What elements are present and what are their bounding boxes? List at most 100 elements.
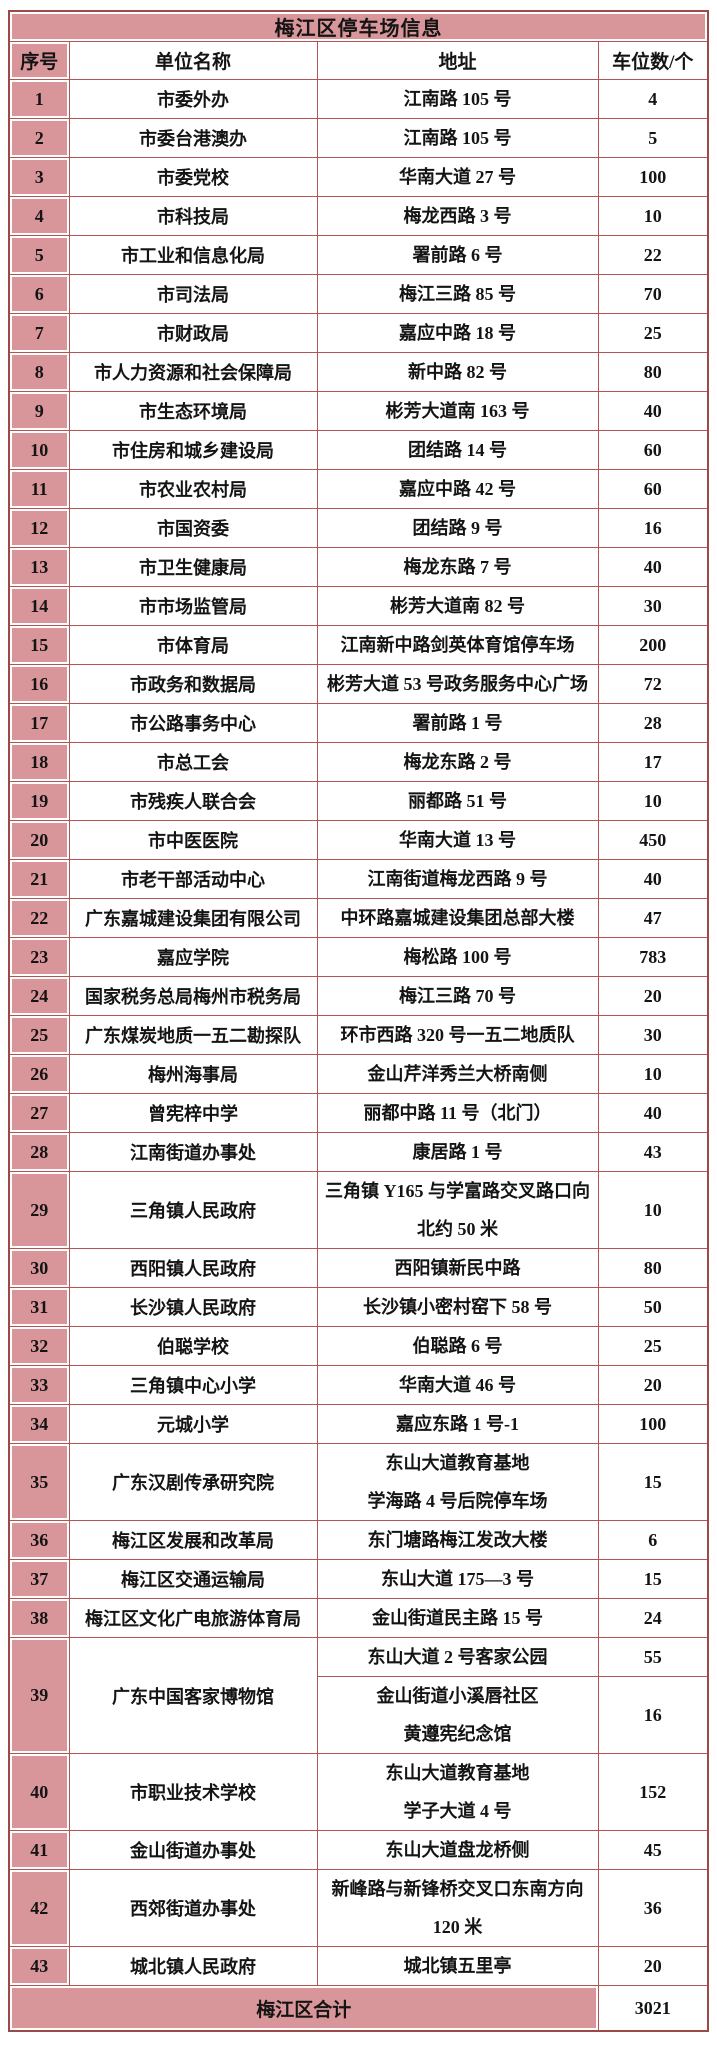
address-line: 梅江三路 85 号 [399,284,516,304]
table-row: 39 广东中国客家博物馆 东山大道 2 号客家公园 55 [8,1637,709,1754]
unit-name-cell: 市国资委 [68,508,318,548]
spaces-count-cell: 17 [597,742,709,782]
address-line: 彬芳大道南 82 号 [390,596,525,616]
address-line: 署前路 6 号 [412,245,503,265]
table-row: 7 市财政局 嘉应中路 18 号 25 [8,313,709,353]
spaces-count-cell: 40 [597,547,709,587]
unit-name-cell: 市卫生健康局 [68,547,318,587]
table-row: 24 国家税务总局梅州市税务局 梅江三路 70 号 20 [8,976,709,1016]
address-line: 署前路 1 号 [412,713,503,733]
address-cell: 署前路 6 号 [316,235,599,275]
address-line: 环市西路 320 号一五二地质队 [340,1025,575,1045]
address-line: 江南街道梅龙西路 9 号 [367,869,548,889]
unit-name-cell: 市住房和城乡建设局 [68,430,318,470]
table-header-row: 序号 单位名称 地址 车位数/个 [8,41,709,80]
address-cell: 嘉应中路 42 号 [316,469,599,509]
row-index-cell: 26 [8,1054,70,1094]
address-cell: 金山芹洋秀兰大桥南侧 [316,1054,599,1094]
address-line: 东山大道教育基地 [385,1763,530,1783]
spaces-count-cell: 47 [597,898,709,938]
address-line: 梅龙东路 7 号 [403,557,512,577]
unit-name-cell: 三角镇人民政府 [68,1171,318,1249]
unit-name-cell: 市财政局 [68,313,318,353]
spaces-count-cell: 25 [597,313,709,353]
spaces-count-cell: 50 [597,1287,709,1327]
address-line: 北约 50 米 [417,1219,498,1239]
table-row: 26 梅州海事局 金山芹洋秀兰大桥南侧 10 [8,1054,709,1094]
address-cell: 金山街道民主路 15 号 [316,1598,599,1638]
spaces-count-cell: 783 [597,937,709,977]
spaces-count-cell: 55 [597,1637,709,1677]
spaces-count-cell: 72 [597,664,709,704]
address-cell: 东门塘路梅江发改大楼 [316,1520,599,1560]
address-line: 江南路 105 号 [403,128,512,148]
table-title: 梅江区停车场信息 [8,10,709,42]
address-cell: 西阳镇新民中路 [316,1248,599,1288]
unit-name-cell: 市委外办 [68,79,318,119]
table-body: 1 市委外办 江南路 105 号 4 2 市委台港澳办 江南路 105 号 5 3 市委党校 华南大… [8,79,709,1986]
row-index-cell: 18 [8,742,70,782]
table-row: 5 市工业和信息化局 署前路 6 号 22 [8,235,709,275]
table-row: 25 广东煤炭地质一五二勘探队 环市西路 320 号一五二地质队 30 [8,1015,709,1055]
unit-name-cell: 三角镇中心小学 [68,1365,318,1405]
unit-name-cell: 广东煤炭地质一五二勘探队 [68,1015,318,1055]
address-cell: 三角镇 Y165 与学富路交叉路口向 北约 50 米 [316,1171,599,1249]
address-cell: 城北镇五里亭 [316,1946,599,1986]
row-index-cell: 30 [8,1248,70,1288]
unit-name-cell: 市工业和信息化局 [68,235,318,275]
row-index-cell: 21 [8,859,70,899]
unit-name-cell: 市公路事务中心 [68,703,318,743]
address-line: 新中路 82 号 [408,362,507,382]
table-row: 41 金山街道办事处 东山大道盘龙桥侧 45 [8,1830,709,1870]
address-line: 黄遵宪纪念馆 [403,1724,512,1744]
row-index-cell: 27 [8,1093,70,1133]
spaces-count-cell: 152 [597,1753,709,1831]
row-index-cell: 2 [8,118,70,158]
table-row: 40 市职业技术学校 东山大道教育基地 学子大道 4 号 152 [8,1753,709,1831]
address-line: 城北镇五里亭 [403,1956,512,1976]
row-index-cell: 39 [8,1637,70,1754]
row-index-cell: 40 [8,1753,70,1831]
row-index-cell: 35 [8,1443,70,1521]
address-line: 梅松路 100 号 [403,947,512,967]
unit-name-cell: 长沙镇人民政府 [68,1287,318,1327]
table-row: 29 三角镇人民政府 三角镇 Y165 与学富路交叉路口向 北约 50 米 10 [8,1171,709,1249]
address-cell: 金山街道小溪唇社区 黄遵宪纪念馆 [316,1676,599,1754]
address-line: 西阳镇新民中路 [394,1258,521,1278]
address-cell: 梅龙西路 3 号 [316,196,599,236]
address-cell: 东山大道盘龙桥侧 [316,1830,599,1870]
unit-name-cell: 市残疾人联合会 [68,781,318,821]
row-index-cell: 28 [8,1132,70,1172]
unit-name-cell: 市人力资源和社会保障局 [68,352,318,392]
unit-name-cell: 市市场监管局 [68,586,318,626]
row-index-cell: 1 [8,79,70,119]
spaces-count-cell: 60 [597,469,709,509]
row-index-cell: 42 [8,1869,70,1947]
row-index-cell: 37 [8,1559,70,1599]
address-line: 华南大道 27 号 [399,167,516,187]
table-row: 8 市人力资源和社会保障局 新中路 82 号 80 [8,352,709,392]
spaces-count-cell: 10 [597,1171,709,1249]
unit-name-cell: 梅州海事局 [68,1054,318,1094]
unit-name-cell: 嘉应学院 [68,937,318,977]
address-line: 东山大道 2 号客家公园 [367,1647,548,1667]
unit-name-cell: 城北镇人民政府 [68,1946,318,1986]
spaces-count-cell: 80 [597,1248,709,1288]
address-line: 东山大道盘龙桥侧 [385,1840,530,1860]
unit-name-cell: 市老干部活动中心 [68,859,318,899]
row-index-cell: 36 [8,1520,70,1560]
unit-name-cell: 市政务和数据局 [68,664,318,704]
table-row: 17 市公路事务中心 署前路 1 号 28 [8,703,709,743]
address-cell: 江南新中路剑英体育馆停车场 [316,625,599,665]
table-row: 27 曾宪梓中学 丽都中路 11 号（北门） 40 [8,1093,709,1133]
unit-name-cell: 金山街道办事处 [68,1830,318,1870]
address-line: 东山大道教育基地 [385,1453,530,1473]
spaces-count-cell: 20 [597,976,709,1016]
table-row: 14 市市场监管局 彬芳大道南 82 号 30 [8,586,709,626]
unit-name-cell: 江南街道办事处 [68,1132,318,1172]
table-row: 16 市政务和数据局 彬芳大道 53 号政务服务中心广场 72 [8,664,709,704]
spaces-count-cell: 200 [597,625,709,665]
address-line: 华南大道 46 号 [399,1375,516,1395]
row-index-cell: 15 [8,625,70,665]
table-row: 37 梅江区交通运输局 东山大道 175—3 号 15 [8,1559,709,1599]
